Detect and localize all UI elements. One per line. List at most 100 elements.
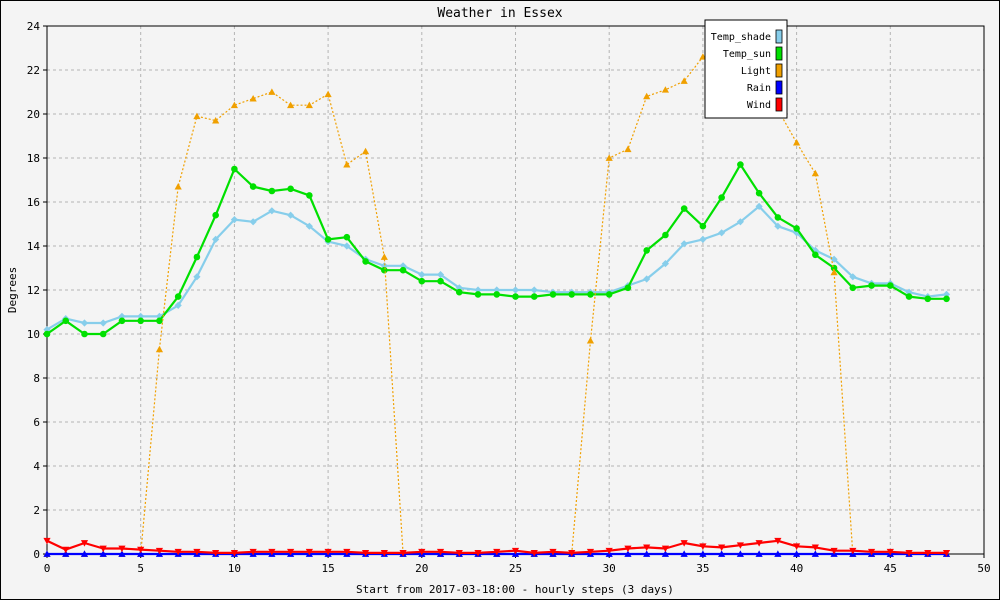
temp-sun-point xyxy=(624,284,632,292)
temp-sun-point xyxy=(793,225,800,232)
light-point xyxy=(586,337,595,344)
temp-shade-point xyxy=(155,312,164,320)
legend: Temp_shade Temp_sun Light Rain Wind xyxy=(704,19,788,119)
light-point xyxy=(305,101,313,109)
temp-sun-point xyxy=(849,284,857,292)
wind-point xyxy=(324,548,332,556)
x-tick-label: 20 xyxy=(415,562,428,575)
legend-swatch-wind xyxy=(775,97,783,112)
temp-sun-point xyxy=(455,288,463,296)
x-tick-label: 25 xyxy=(509,562,522,575)
temp-sun-point xyxy=(381,266,388,274)
wind-point xyxy=(867,548,876,556)
rain-point xyxy=(718,550,726,557)
series-temp-sun xyxy=(43,161,950,338)
temp-shade-point xyxy=(43,326,51,334)
legend-swatch-temp-sun xyxy=(775,46,783,61)
wind-point xyxy=(605,547,613,555)
temp-sun-point xyxy=(943,295,950,303)
temp-sun-point xyxy=(249,183,257,190)
wind-point xyxy=(230,550,238,557)
y-tick-label: 0 xyxy=(33,548,40,561)
legend-box xyxy=(704,19,788,119)
rain-point xyxy=(661,550,670,557)
wind-point xyxy=(474,550,482,557)
temp-shade-point xyxy=(455,284,463,292)
rain-point xyxy=(624,550,632,557)
rain-point xyxy=(755,550,763,557)
temp-sun-point xyxy=(418,277,426,285)
temp-sun-point xyxy=(530,293,538,300)
legend-swatch-light xyxy=(775,63,783,78)
temp-shade-point xyxy=(530,286,538,294)
x-axis-label: Start from 2017-03-18:00 - hourly steps … xyxy=(356,583,674,596)
x-tick-label: 30 xyxy=(603,562,616,575)
wind-point xyxy=(380,550,388,557)
wind-point xyxy=(418,548,426,556)
rain-point xyxy=(736,550,744,557)
light-point xyxy=(212,117,220,124)
wind-point xyxy=(268,548,276,556)
temp-shade-point xyxy=(287,211,295,219)
temp-shade-point xyxy=(718,229,726,237)
light-point xyxy=(811,169,819,177)
wind-point xyxy=(830,547,838,555)
wind-point xyxy=(249,548,257,556)
wind-point xyxy=(661,545,670,553)
temp-shade-point xyxy=(699,235,707,243)
light-point xyxy=(268,88,276,95)
temp-sun-point xyxy=(99,330,107,338)
light-point xyxy=(605,154,613,161)
temp-sun-point xyxy=(737,161,744,168)
light-point xyxy=(680,77,688,84)
light-point xyxy=(661,86,670,93)
wind-point xyxy=(343,548,351,556)
rain-point xyxy=(680,550,688,557)
wind-point xyxy=(493,548,501,556)
wind-point xyxy=(305,548,313,556)
wind-point xyxy=(436,548,445,556)
light-point xyxy=(287,101,295,109)
temp-shade-point xyxy=(774,222,782,230)
wind-point xyxy=(155,547,164,555)
wind-point xyxy=(99,545,107,553)
y-tick-label: 2 xyxy=(33,504,40,517)
light-point xyxy=(230,101,238,109)
light-point xyxy=(193,112,201,120)
y-tick-label: 18 xyxy=(27,152,40,165)
y-tick-label: 6 xyxy=(33,416,40,429)
light-point xyxy=(174,183,182,190)
temp-sun-point xyxy=(362,258,369,265)
temp-sun-point xyxy=(231,165,238,173)
x-tick-label: 40 xyxy=(790,562,803,575)
temp-shade-point xyxy=(268,207,276,215)
wind-point xyxy=(699,543,707,550)
temp-shade-point xyxy=(661,260,670,268)
temp-sun-point xyxy=(156,317,163,325)
temp-sun-point xyxy=(306,192,313,199)
x-tick-label: 50 xyxy=(977,562,990,575)
wind-point xyxy=(793,543,801,550)
temp-sun-point xyxy=(755,189,763,197)
temp-shade-point xyxy=(193,273,201,281)
y-tick-label: 14 xyxy=(27,240,41,253)
light-point xyxy=(361,147,370,155)
temp-shade-point xyxy=(436,271,445,279)
y-tick-label: 22 xyxy=(27,64,40,77)
x-tick-label: 35 xyxy=(696,562,709,575)
wind-point xyxy=(399,550,407,557)
rain-point xyxy=(43,550,51,557)
y-tick-label: 10 xyxy=(27,328,40,341)
wind-point xyxy=(118,545,126,553)
temp-sun-point xyxy=(812,251,819,259)
wind-point xyxy=(942,550,951,557)
legend-swatch-rain xyxy=(775,80,783,95)
y-tick-label: 8 xyxy=(33,372,40,385)
x-tick-label: 15 xyxy=(321,562,334,575)
temp-sun-point xyxy=(343,233,351,241)
wind-point xyxy=(568,550,576,557)
x-tick-label: 10 xyxy=(228,562,241,575)
wind-point xyxy=(511,547,520,555)
